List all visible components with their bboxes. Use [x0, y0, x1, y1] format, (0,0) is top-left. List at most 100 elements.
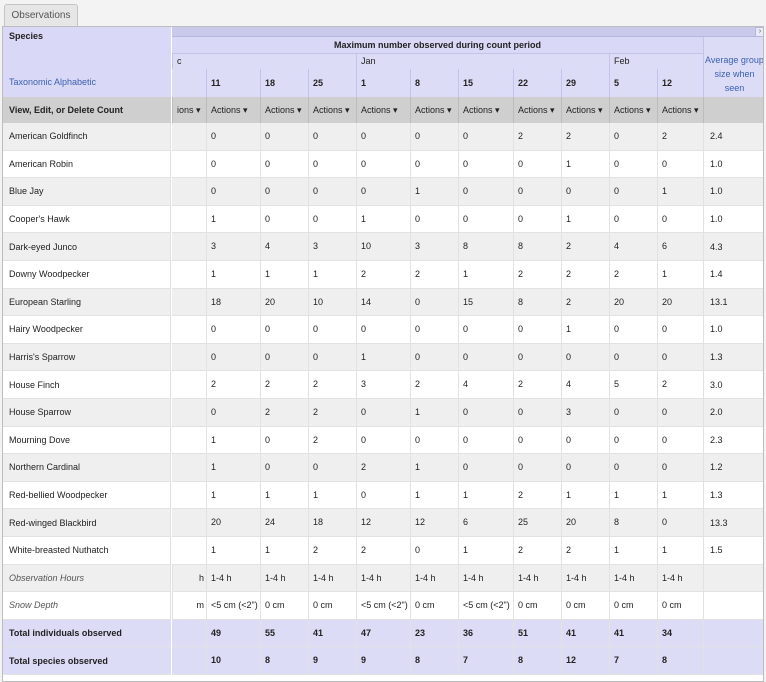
average-group-size-cell: 1.0: [703, 205, 763, 234]
count-cell: 1: [356, 205, 410, 233]
count-cell: 0: [356, 123, 410, 150]
count-cell: 1: [206, 205, 260, 233]
count-cell: 0: [609, 426, 657, 454]
count-cell: 1-4 h: [513, 564, 561, 592]
count-cell: 3: [308, 233, 356, 261]
actions-dropdown[interactable]: Actions ▾: [561, 97, 609, 123]
count-cell: 2: [561, 123, 609, 150]
average-group-size-cell: 13.3: [703, 509, 763, 537]
species-row-label[interactable]: Mourning Dove: [3, 426, 171, 455]
species-row-label[interactable]: House Finch: [3, 371, 171, 399]
count-cell: 23: [410, 619, 458, 647]
species-row-label[interactable]: Cooper's Hawk: [3, 205, 171, 234]
count-cell: 2: [410, 371, 458, 399]
tab-observations[interactable]: Observations: [4, 4, 78, 27]
average-group-size-cell: 13.1: [703, 288, 763, 317]
counts-grid: Maximum number observed during count per…: [172, 27, 763, 681]
species-row-label[interactable]: Northern Cardinal: [3, 454, 171, 482]
count-cell: 1: [206, 426, 260, 454]
taxonomic-sort-link[interactable]: Taxonomic Alphabetic: [9, 77, 97, 87]
count-cell: 1: [561, 205, 609, 233]
count-cell: 1-4 h: [260, 564, 308, 592]
count-cell: 1: [206, 537, 260, 564]
count-cell: 0: [609, 399, 657, 426]
count-cell: 2: [561, 288, 609, 316]
scrollbar-track[interactable]: ›: [703, 27, 763, 37]
species-row-label[interactable]: American Robin: [3, 150, 171, 179]
count-cell: 4: [458, 371, 513, 399]
species-row-label[interactable]: Red-winged Blackbird: [3, 509, 171, 537]
species-row-label[interactable]: European Starling: [3, 288, 171, 317]
count-cell: 0: [657, 399, 703, 426]
count-cell: 0: [260, 316, 308, 344]
horizontal-scrollbar[interactable]: [172, 27, 763, 37]
table-row: 3 4 3 10 3 8 8 2 4 6: [172, 233, 703, 261]
actions-dropdown[interactable]: Actions ▾: [657, 97, 703, 123]
count-cell: 0 cm: [513, 592, 561, 620]
actions-dropdown[interactable]: Actions ▾: [410, 97, 458, 123]
average-group-size-cell: 1.0: [703, 178, 763, 206]
species-row-label[interactable]: American Goldfinch: [3, 123, 171, 151]
species-row-label: Total individuals observed: [3, 619, 171, 648]
count-cell: 15: [458, 288, 513, 316]
count-cell: 1: [609, 537, 657, 564]
species-row-label[interactable]: House Sparrow: [3, 399, 171, 427]
count-cell: 0: [260, 178, 308, 206]
count-cell: 0: [356, 178, 410, 206]
average-group-size-header: Average group size when seen: [703, 37, 763, 97]
count-cell: 0: [458, 178, 513, 206]
average-column: › Average group size when seen 2.4 1.0 1.0…: [703, 27, 763, 681]
actions-dropdown[interactable]: Actions ▾: [206, 97, 260, 123]
count-cell: 0: [308, 454, 356, 482]
count-cell: 14: [356, 288, 410, 316]
count-cell: 1: [410, 454, 458, 482]
species-row-label[interactable]: Harris's Sparrow: [3, 343, 171, 372]
count-cell: 8: [513, 233, 561, 261]
count-cell: 36: [458, 619, 513, 647]
count-cell: 0: [356, 426, 410, 454]
species-row-label[interactable]: Dark-eyed Junco: [3, 233, 171, 261]
species-row-label[interactable]: Hairy Woodpecker: [3, 316, 171, 344]
count-cell: 1: [657, 178, 703, 206]
count-cell: <5 cm (<2"): [206, 592, 260, 620]
count-cell: 0: [260, 123, 308, 150]
count-cell: 0: [356, 481, 410, 509]
count-cell: 8: [513, 647, 561, 675]
species-row-label[interactable]: Blue Jay: [3, 178, 171, 206]
actions-dropdown[interactable]: Actions ▾: [458, 97, 513, 123]
count-cell: 1-4 h: [458, 564, 513, 592]
count-cell: 0: [410, 288, 458, 316]
scroll-right-icon[interactable]: ›: [755, 27, 763, 37]
average-actions-cell: [703, 97, 763, 123]
actions-dropdown[interactable]: Actions ▾: [308, 97, 356, 123]
actions-dropdown[interactable]: ions ▾: [172, 97, 206, 123]
count-cell: 0 cm: [260, 592, 308, 620]
day-header: 18: [260, 69, 308, 97]
actions-dropdown[interactable]: Actions ▾: [513, 97, 561, 123]
species-row-label[interactable]: White-breasted Nuthatch: [3, 537, 171, 565]
species-row-label: Observation Hours: [3, 564, 171, 593]
actions-dropdown[interactable]: Actions ▾: [609, 97, 657, 123]
count-cell: 0: [410, 205, 458, 233]
day-header-row: 11 18 25 1 8 15 22 29 5 12: [172, 69, 703, 97]
count-cell: 1: [260, 537, 308, 564]
table-row: 20 24 18 12 12 6 25 20 8 0: [172, 509, 703, 537]
actions-dropdown[interactable]: Actions ▾: [260, 97, 308, 123]
count-cell: 0: [609, 454, 657, 482]
count-cell: m: [172, 592, 206, 620]
count-cell: 51: [513, 619, 561, 647]
count-cell: 18: [308, 509, 356, 537]
count-cell: 2: [308, 426, 356, 454]
average-group-size-cell: [703, 592, 763, 620]
count-cell: 0: [206, 316, 260, 344]
count-cell: 0: [513, 343, 561, 371]
actions-dropdown[interactable]: Actions ▾: [356, 97, 410, 123]
species-row-label[interactable]: Red-bellied Woodpecker: [3, 481, 171, 510]
count-cell: 0: [513, 454, 561, 482]
month-label: c: [172, 54, 206, 69]
species-row-label[interactable]: Downy Woodpecker: [3, 261, 171, 289]
count-cell: 0: [513, 426, 561, 454]
